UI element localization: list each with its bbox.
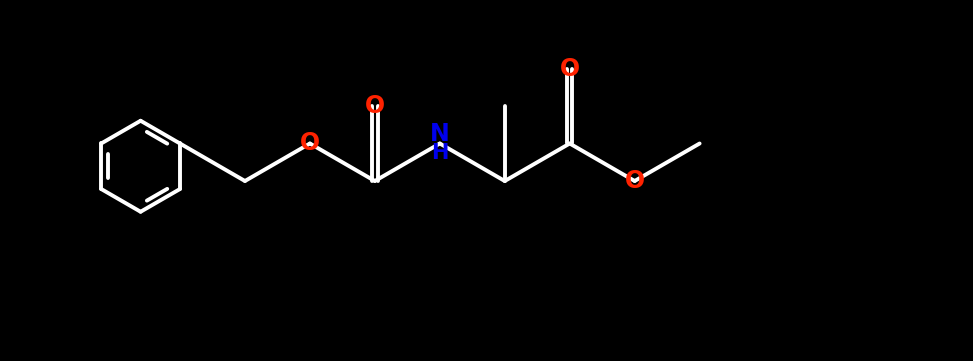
Text: N: N: [430, 122, 450, 147]
Text: O: O: [365, 94, 385, 118]
Text: O: O: [300, 131, 320, 156]
Text: O: O: [559, 57, 580, 81]
Text: H: H: [431, 144, 449, 164]
Text: O: O: [625, 169, 645, 193]
